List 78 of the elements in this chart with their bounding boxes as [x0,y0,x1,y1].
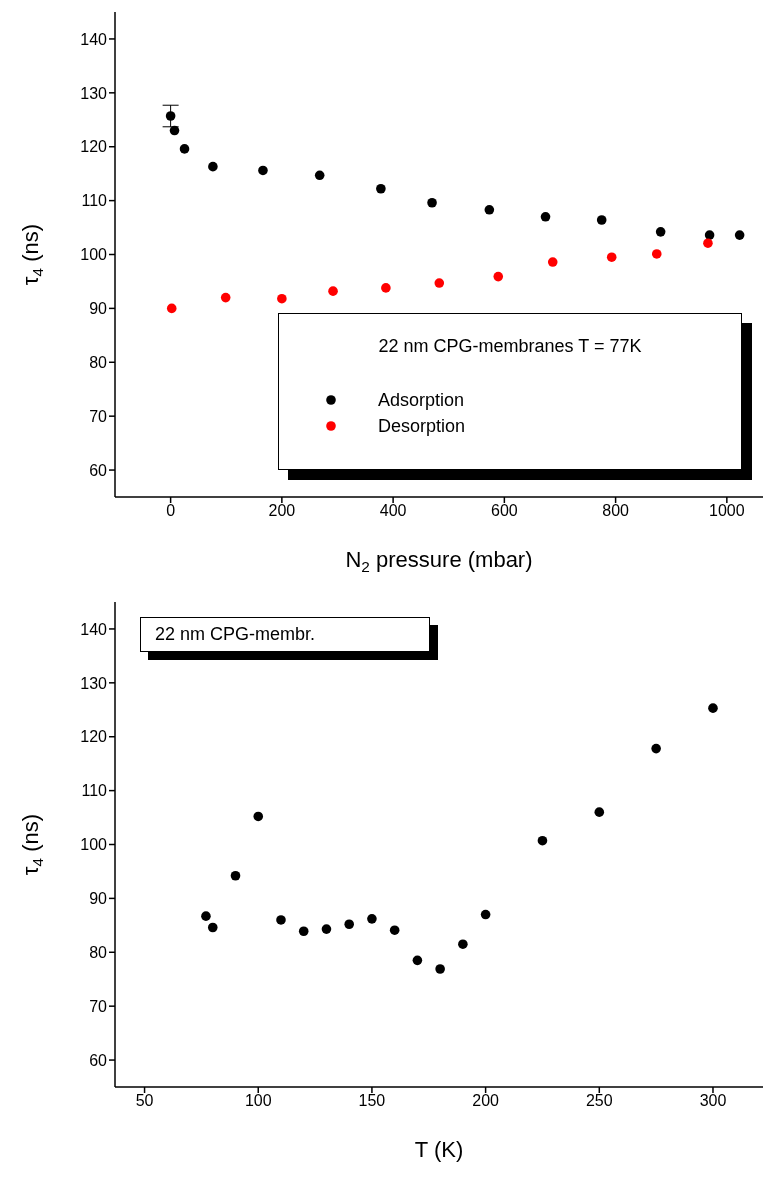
y-tick-label: 80 [89,353,108,371]
point [594,807,605,817]
y-tick-label: 80 [89,943,108,961]
point [207,922,218,933]
y-tick-label: 70 [89,407,108,425]
point [321,924,332,934]
point [201,911,211,921]
point [166,303,177,314]
x-tick-label: 150 [358,1092,386,1110]
point [344,919,354,930]
point [484,204,495,215]
point [169,125,180,136]
point [412,955,423,966]
point [708,703,718,713]
point [734,230,745,240]
x-axis-title: N$_{2}$ pressure (mbar) [345,547,533,575]
point [208,161,218,172]
x-axis-title: T (K) [414,1137,464,1162]
point [427,197,437,208]
y-tick-label: 60 [89,461,108,479]
y-tick-label: 110 [81,192,108,210]
y-tick-label: 130 [80,674,108,692]
point [606,252,617,262]
x-tick-label: 300 [699,1092,727,1110]
point [298,926,309,937]
x-tick-label: 800 [602,502,630,520]
point [367,914,377,924]
y-tick-label: 120 [80,138,108,156]
y-tick-label: 100 [80,836,108,854]
y-tick-label: 130 [80,84,108,102]
point [493,271,504,282]
point [596,215,607,225]
point [547,257,558,267]
x-tick-label: 1000 [709,502,745,520]
point [655,227,666,237]
point [458,939,468,949]
y-tick-label: 140 [80,620,108,638]
y-tick-label: 90 [89,890,108,908]
point [220,292,231,303]
point [651,743,661,754]
y-tick-label: 90 [89,300,108,318]
x-tick-label: 200 [268,502,296,520]
point [434,278,445,288]
legend-label: Adsorption [378,389,465,411]
point [276,915,286,925]
y-tick-label: 100 [80,246,108,264]
point [480,909,491,920]
point [389,925,400,935]
y-tick-label: 110 [81,782,108,800]
point [277,293,287,304]
point [435,964,445,974]
y-tick-label: 60 [89,1051,108,1069]
x-tick-label: 100 [244,1092,272,1110]
point [703,238,713,248]
x-tick-label: 200 [472,1092,500,1110]
x-tick-label: 600 [491,502,518,520]
x-tick-label: 0 [166,502,176,520]
point [230,870,241,881]
point [179,144,190,154]
point [376,183,386,194]
point [328,286,338,296]
x-tick-label: 50 [135,1092,154,1110]
point [165,111,176,121]
point [314,170,325,181]
point [537,835,548,846]
point [253,811,264,822]
y-tick-label: 140 [80,30,108,48]
legend-label: Desorption [378,415,466,437]
point [651,249,662,259]
point [704,230,715,240]
point [381,283,391,293]
x-tick-label: 250 [585,1092,613,1110]
y-tick-label: 70 [89,997,108,1015]
legend-title: 22 nm CPG-membranes T = 77K [377,336,643,357]
point [258,165,268,176]
y-tick-label: 120 [80,728,108,746]
x-tick-label: 400 [379,502,407,520]
point [540,211,551,222]
